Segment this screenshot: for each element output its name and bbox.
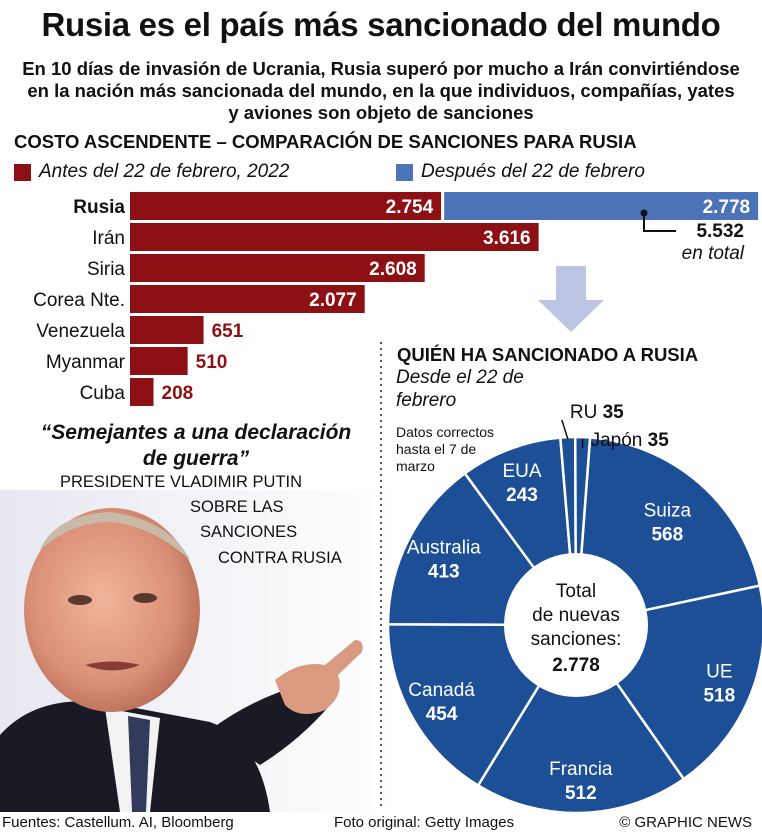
bar-before bbox=[130, 254, 425, 282]
quote-attribution-line-3: SANCIONES bbox=[200, 523, 298, 541]
bar-value-label: 651 bbox=[212, 321, 244, 342]
footer: Fuentes: Castellum. AI, Bloomberg Foto o… bbox=[0, 812, 762, 836]
pie-slice-value: 454 bbox=[426, 704, 458, 725]
pie-callout-label: Japón 35 bbox=[591, 430, 670, 451]
bar-value-label: 2.608 bbox=[369, 259, 417, 280]
legend-swatch-after bbox=[396, 163, 413, 181]
bar-before bbox=[130, 285, 365, 313]
bar-before bbox=[130, 223, 539, 251]
bar-category-label: Siria bbox=[87, 259, 125, 280]
pie-slice-label: UE bbox=[706, 661, 732, 682]
pie-chart: Suiza 568 UE 518 Francia 512 Canadá 454 Australi… bbox=[386, 402, 762, 815]
bar-value-label: 2.077 bbox=[309, 290, 357, 311]
bar-value-label: 2.754 bbox=[386, 197, 434, 218]
page-subtitle: En 10 días de invasión de Ucrania, Rusia… bbox=[22, 58, 740, 123]
quote-attribution-line-2: SOBRE LAS bbox=[190, 498, 284, 516]
quote-attribution-line-1: PRESIDENTE VLADIMIR PUTIN bbox=[60, 473, 303, 491]
bar-before bbox=[130, 347, 188, 375]
pie-center-label: Total bbox=[556, 581, 596, 602]
pie-slice-value: 518 bbox=[703, 685, 735, 706]
legend-label-after: Después del 22 de febrero bbox=[421, 161, 645, 182]
quote-attribution-line-4: CONTRA RUSIA bbox=[218, 549, 342, 567]
total-marker-line bbox=[643, 213, 676, 232]
total-caption: en total bbox=[682, 243, 745, 264]
bar-value-label: 3.616 bbox=[483, 228, 531, 249]
bar-value-label: 510 bbox=[196, 352, 228, 373]
pie-chart-subtitle: Desde el 22 de febrero bbox=[396, 367, 524, 411]
pie-callout-line bbox=[561, 419, 569, 440]
bar-category-label: Cuba bbox=[80, 383, 126, 404]
pie-center-label: sanciones: bbox=[531, 629, 622, 650]
bar-before bbox=[130, 378, 154, 406]
arrow-down-icon bbox=[538, 266, 604, 332]
bar-category-label: Corea Nte. bbox=[33, 290, 125, 311]
pie-slice-value: 512 bbox=[565, 783, 597, 804]
footer-photo-credit: Foto original: Getty Images bbox=[334, 814, 515, 831]
bar-category-label: Irán bbox=[92, 228, 125, 249]
pie-slice-label: Francia bbox=[549, 759, 613, 780]
footer-sources: Fuentes: Castellum. AI, Bloomberg bbox=[2, 814, 234, 831]
bar-before bbox=[130, 192, 442, 220]
pie-center-value: 2.778 bbox=[552, 655, 600, 676]
pie-callout-label: RU 35 bbox=[570, 402, 624, 423]
pie-slice-label: Australia bbox=[407, 538, 481, 559]
pie-slice-label: Canadá bbox=[408, 680, 475, 701]
bar-category-label: Venezuela bbox=[36, 321, 125, 342]
bar-category-label: Rusia bbox=[73, 197, 125, 218]
putin-photo-illustration bbox=[0, 490, 400, 812]
bar-value-label: 208 bbox=[162, 383, 194, 404]
pie-slice-label: EUA bbox=[502, 461, 541, 482]
legend-after: Después del 22 de febrero bbox=[396, 161, 645, 183]
legend-swatch-before bbox=[14, 163, 31, 181]
bar-category-label: Myanmar bbox=[46, 352, 126, 373]
pie-chart-title: QUIÉN HA SANCIONADO A RUSIA bbox=[397, 344, 699, 365]
pie-chart-note: Datos correctos hasta el 7 de marzo bbox=[396, 424, 495, 474]
quote-text: “Semejantes a una declaración de guerra” bbox=[40, 421, 352, 470]
bar-before bbox=[130, 316, 204, 344]
legend-label-before: Antes del 22 de febrero, 2022 bbox=[39, 161, 290, 182]
page-title: Rusia es el país más sancionado del mund… bbox=[41, 6, 721, 43]
pie-center bbox=[504, 553, 648, 697]
pie-slice-value: 568 bbox=[651, 524, 683, 545]
pie-slice-label: Suiza bbox=[644, 500, 692, 521]
total-value: 5.532 bbox=[696, 221, 744, 242]
bar-value-label: 2.778 bbox=[703, 197, 751, 218]
pie-slice bbox=[476, 622, 686, 815]
pie-center-label: de nuevas bbox=[532, 605, 620, 626]
footer-brand: © GRAPHIC NEWS bbox=[619, 814, 752, 831]
bar-divider bbox=[441, 192, 445, 220]
legend-before: Antes del 22 de febrero, 2022 bbox=[14, 161, 289, 183]
bar-chart-title: COSTO ASCENDENTE – COMPARACIÓN DE SANCIO… bbox=[14, 131, 637, 152]
bar-after bbox=[444, 192, 759, 220]
pie-slice-value: 243 bbox=[506, 485, 538, 506]
pie-slice-value: 413 bbox=[428, 562, 460, 583]
